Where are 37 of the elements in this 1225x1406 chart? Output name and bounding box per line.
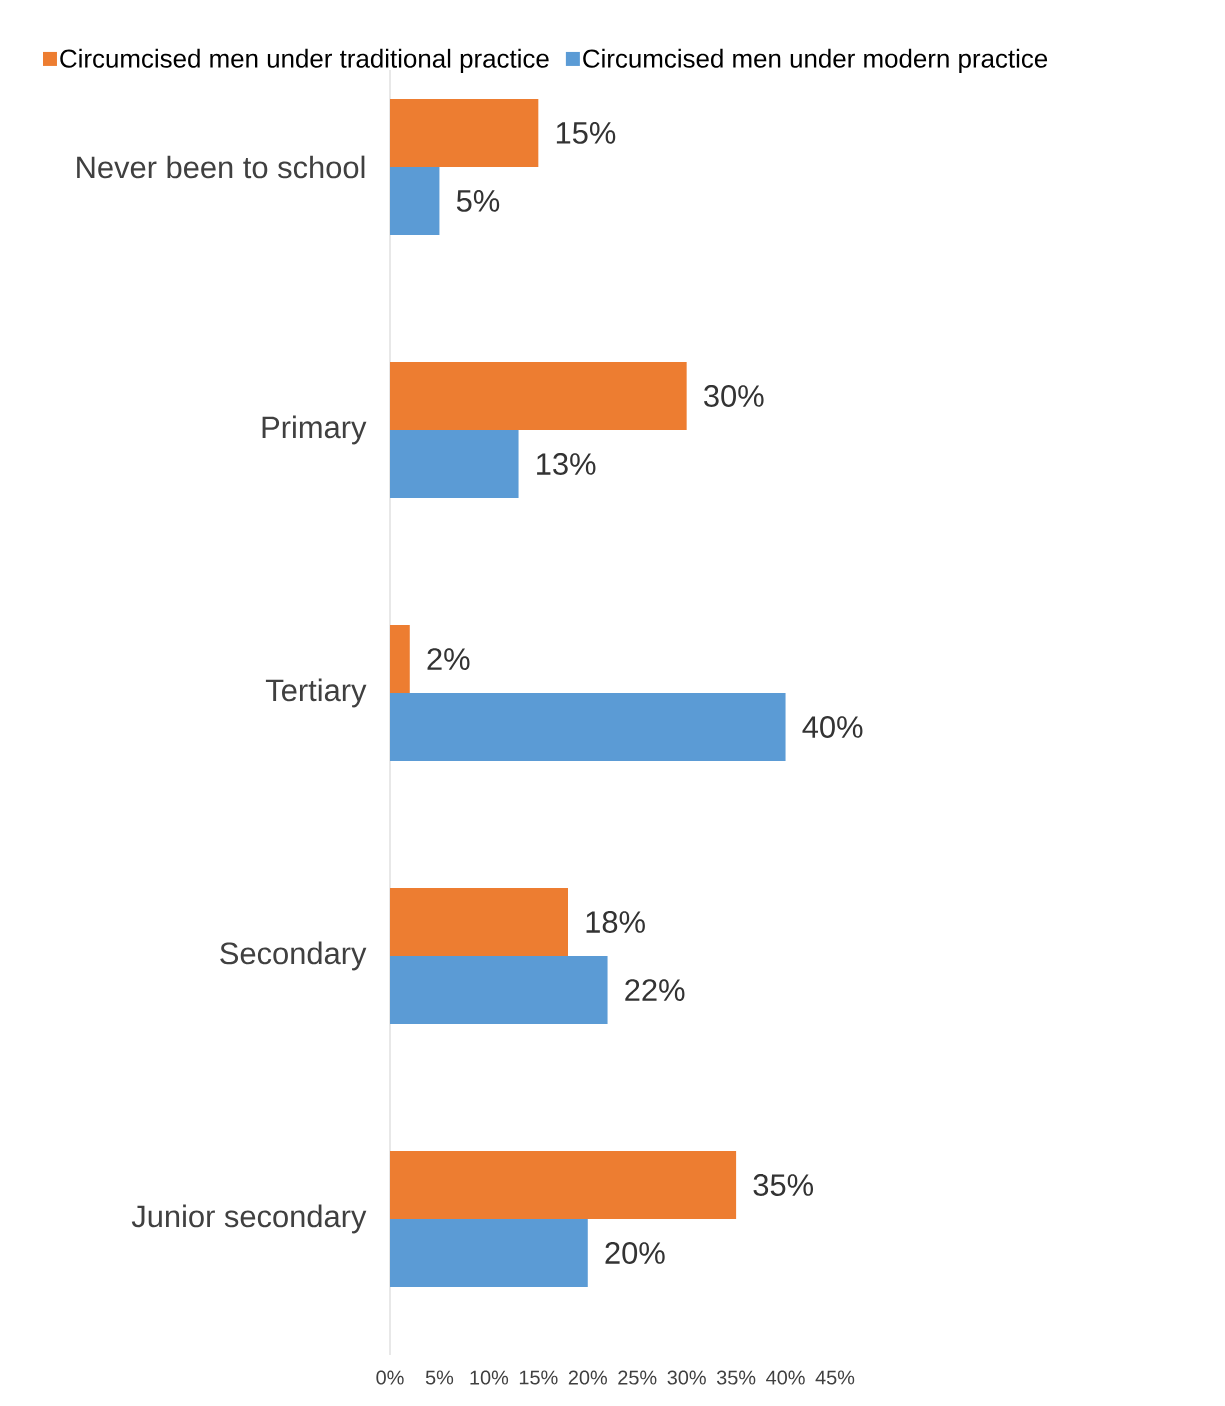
- x-tick-label: 40%: [766, 1370, 805, 1385]
- x-tick-label: 10%: [470, 1370, 509, 1385]
- bar: [390, 1151, 737, 1220]
- legend-label: Circumcised men under traditional practice: [60, 48, 549, 73]
- data-label: 2%: [427, 648, 470, 670]
- bar: [390, 888, 568, 957]
- data-label: 5%: [456, 190, 500, 212]
- data-label: 22%: [625, 979, 685, 1001]
- data-label: 40%: [802, 716, 863, 738]
- bar: [390, 956, 608, 1025]
- data-label: 15%: [556, 122, 616, 144]
- bar: [390, 693, 786, 762]
- bar: [390, 1219, 588, 1288]
- x-tick-label: 45%: [815, 1370, 855, 1385]
- legend-label: Circumcised men under modern practice: [583, 48, 1048, 73]
- x-tick-label: 30%: [667, 1370, 706, 1385]
- bar: [390, 362, 687, 430]
- data-label: 18%: [586, 911, 645, 933]
- x-tick-label: 15%: [519, 1370, 558, 1385]
- x-tick-label: 20%: [568, 1370, 607, 1385]
- bar: [390, 98, 539, 167]
- x-tick-label: 25%: [618, 1370, 657, 1385]
- x-tick-label: 0%: [376, 1370, 404, 1385]
- x-tick-label: 5%: [425, 1370, 454, 1385]
- y-tick-label: Never been to school: [77, 155, 365, 179]
- x-tick-label: 35%: [716, 1370, 756, 1385]
- bar: [390, 166, 440, 235]
- data-label: 30%: [704, 385, 764, 407]
- bar: [390, 430, 519, 498]
- data-label: 20%: [605, 1242, 665, 1264]
- data-label: 13%: [537, 453, 596, 475]
- y-tick-label: Primary: [262, 415, 367, 445]
- data-label: 35%: [753, 1174, 814, 1196]
- y-tick-label: Secondary: [220, 941, 367, 971]
- y-tick-label: Junior secondary: [131, 1204, 367, 1234]
- bar: [390, 625, 410, 693]
- y-tick-label: Tertiary: [265, 678, 367, 708]
